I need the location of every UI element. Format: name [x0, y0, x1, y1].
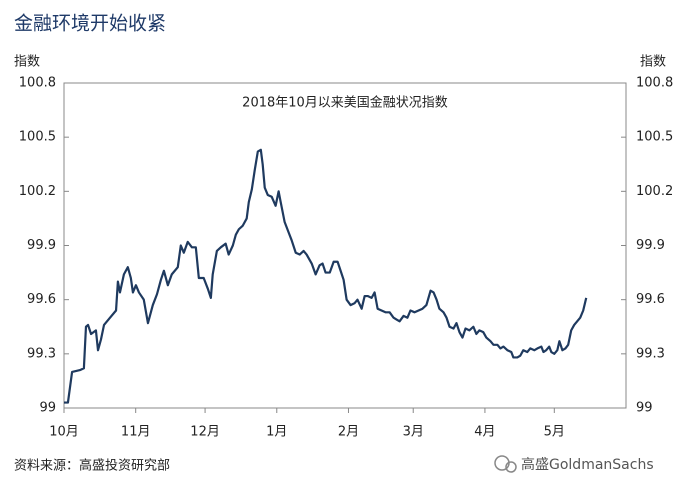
y-tick-label: 99: [39, 401, 56, 416]
x-tick-label: 5月: [544, 425, 565, 440]
y2-tick-label: 99.9: [636, 238, 665, 253]
y2-tick-label: 100.5: [636, 130, 673, 145]
watermark-icon: [494, 455, 517, 473]
source-note: 资料来源：高盛投资研究部: [14, 458, 170, 474]
plot-frame: [63, 82, 627, 409]
chart-title: 金融环境开始收紧: [14, 13, 166, 35]
x-tick-label: 11月: [121, 425, 151, 440]
y-tick-label: 99.9: [27, 238, 56, 253]
y-tick-label: 99.6: [27, 292, 56, 307]
x-tick-label: 4月: [474, 425, 495, 440]
watermark: 高盛GoldmanSachs: [521, 456, 654, 473]
chart-subtitle: 2018年10月以来美国金融状况指数: [242, 95, 448, 111]
x-tick-label: 3月: [403, 425, 424, 440]
y2-tick-label: 99: [636, 401, 653, 416]
y-tick-label: 99.3: [27, 346, 56, 361]
y2-tick-label: 99.3: [636, 346, 665, 361]
y2-tick-label: 100.2: [636, 184, 673, 199]
y2-axis-label: 指数: [640, 55, 666, 70]
y-tick-label: 100.5: [19, 130, 56, 145]
x-tick-label: 2月: [338, 425, 359, 440]
y2-tick-label: 99.6: [636, 292, 665, 307]
data-line: [64, 148, 588, 404]
y-tick-label: 100.2: [19, 184, 56, 199]
y-tick-label: 100.8: [19, 76, 56, 91]
x-tick-label: 10月: [49, 425, 79, 440]
x-tick-label: 12月: [190, 425, 220, 440]
y-axis-label: 指数: [14, 55, 40, 70]
x-tick-label: 1月: [266, 425, 287, 440]
y2-tick-label: 100.8: [636, 76, 673, 91]
